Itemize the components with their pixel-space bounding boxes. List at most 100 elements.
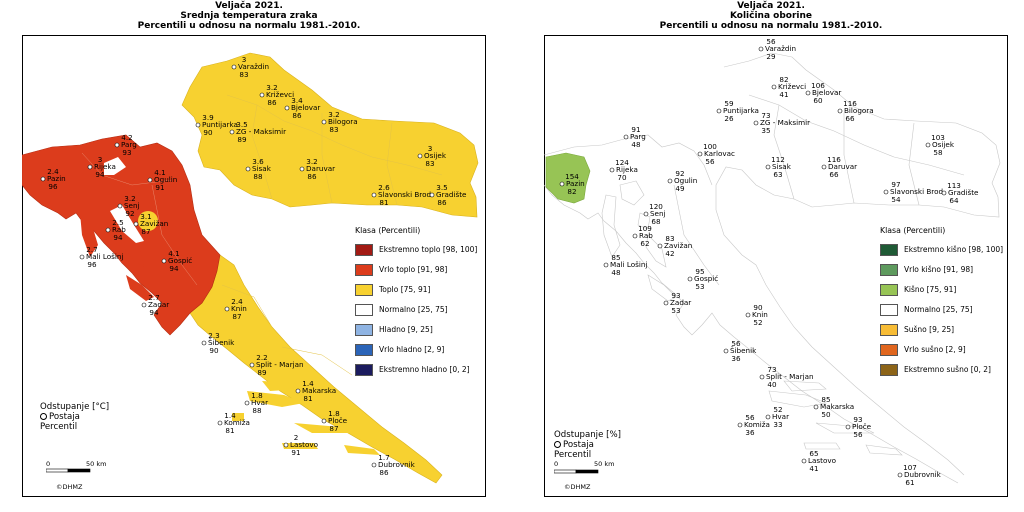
station-name: Rijeka (616, 165, 638, 174)
station-name: Zavižan (664, 241, 692, 250)
station-percentile: 86 (292, 111, 302, 120)
station-percentile: 81 (303, 394, 312, 403)
county-borders (221, 94, 443, 376)
station-marker-icon (321, 119, 327, 125)
station-deviation: 112 (771, 155, 785, 164)
station-marker-icon (417, 153, 423, 159)
station-marker-icon (643, 211, 649, 217)
precipitation-legend: Klasa (Percentili) Ekstremno kišno [98, … (880, 226, 1010, 386)
station-marker-icon (883, 189, 889, 195)
station-marker-icon (925, 142, 931, 148)
legend-label: Ekstremno toplo [98, 100] (379, 245, 478, 254)
station-marker-icon (821, 164, 827, 170)
station-deviation: 1.8 (251, 391, 263, 400)
station-marker-icon (105, 227, 111, 233)
station-percentile: 83 (239, 70, 248, 79)
station-deviation: 3.2 (124, 194, 135, 203)
station-percentile: 88 (253, 172, 263, 181)
station-percentile: 82 (567, 187, 576, 196)
station-name: Križevci (778, 82, 806, 91)
station-deviation: 4.1 (168, 249, 179, 258)
county-borders-red (81, 152, 198, 286)
station-deviation: 56 (766, 37, 776, 46)
station-name: Komiža (744, 420, 770, 429)
station-percentile: 41 (809, 464, 818, 473)
station-name: Šibenik (730, 346, 757, 355)
station-marker-icon (299, 166, 305, 172)
station-name: Varaždin (238, 62, 269, 71)
station-marker-icon (371, 192, 377, 198)
station-deviation: 124 (615, 158, 629, 167)
station-percentile: 86 (307, 172, 317, 181)
station-marker-icon (813, 404, 819, 410)
note-percentile: Percentil (554, 450, 592, 460)
station-percentile: 50 (821, 410, 831, 419)
station-name: Mali Lošinj (610, 260, 647, 269)
legend-swatch (880, 284, 898, 296)
note-station: Postaja (49, 412, 80, 422)
island-pag (124, 235, 144, 267)
station-marker-icon (321, 418, 327, 424)
station-deviation: 1.4 (224, 411, 236, 420)
station-deviation: 113 (947, 181, 961, 190)
station-deviation: 59 (724, 99, 734, 108)
station-marker-icon (941, 190, 947, 196)
station-name: Puntijarka (202, 120, 238, 129)
station-deviation: 1.8 (328, 409, 340, 418)
map-frame (544, 35, 1008, 497)
station-deviation: 103 (931, 133, 945, 142)
station-marker-icon (765, 164, 771, 170)
legend-swatch (880, 344, 898, 356)
station-deviation: 90 (753, 303, 763, 312)
station-deviation: 82 (779, 75, 788, 84)
station-deviation: 85 (611, 253, 620, 262)
station-name: Slavonski Brod (378, 190, 431, 199)
station-name: Hvar (251, 398, 268, 407)
station-deviation: 107 (903, 463, 917, 472)
station-marker-icon (603, 262, 609, 268)
station-percentile: 81 (225, 426, 234, 435)
station-deviation: 3.2 (306, 157, 317, 166)
station-name: Knin (231, 304, 247, 313)
station-deviation: 73 (761, 111, 770, 120)
station-deviation: 4.2 (121, 133, 132, 142)
legend-swatch (355, 244, 373, 256)
station-percentile: 93 (122, 148, 131, 157)
station-marker-icon (623, 134, 629, 140)
station-marker-icon (759, 374, 765, 380)
coast-gap (104, 157, 126, 175)
station-marker-icon (141, 302, 147, 308)
station-deviation: 2.6 (378, 183, 390, 192)
station-percentile: 66 (829, 170, 839, 179)
island-krk (98, 181, 122, 205)
station-percentile: 94 (113, 233, 123, 242)
station-percentile: 48 (631, 140, 641, 149)
station-name: Bilogora (844, 106, 874, 115)
station-name: Dubrovnik (378, 460, 416, 469)
station-percentile: 36 (745, 428, 755, 437)
station-name: Daruvar (828, 162, 857, 171)
station-deviation: 3.1 (140, 212, 151, 221)
station-deviation: 3.5 (236, 120, 247, 129)
station-deviation: 106 (811, 81, 825, 90)
temperature-legend: Klasa (Percentili) Ekstremno toplo [98, … (355, 226, 485, 386)
